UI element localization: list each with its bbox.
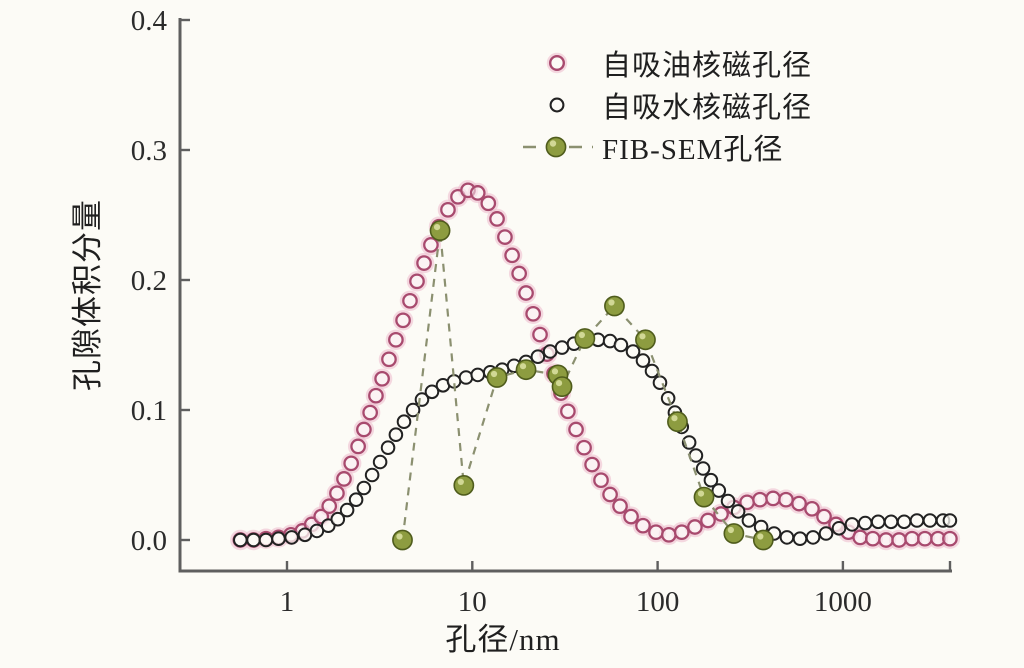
svg-text:0.1: 0.1 [131, 395, 167, 427]
svg-text:1000: 1000 [814, 586, 872, 618]
svg-text:0.0: 0.0 [131, 525, 167, 557]
legend: 自吸油核磁孔径 自吸水核磁孔径 FIB-SEM孔径 [520, 42, 812, 168]
svg-text:100: 100 [636, 586, 680, 618]
svg-text:1: 1 [280, 586, 295, 618]
legend-item-water-nmr: 自吸水核磁孔径 [520, 84, 812, 126]
x-axis-label: 孔径/nm [445, 622, 561, 657]
svg-text:0.2: 0.2 [131, 265, 167, 297]
legend-item-oil-nmr: 自吸油核磁孔径 [520, 42, 812, 84]
legend-item-fib-sem: FIB-SEM孔径 [520, 126, 812, 168]
open-circle-pink-icon [546, 52, 568, 74]
open-circle-black-icon [549, 97, 565, 113]
legend-label-fib-sem: FIB-SEM孔径 [602, 134, 784, 166]
svg-text:0.3: 0.3 [131, 135, 167, 167]
legend-label-oil-nmr: 自吸油核磁孔径 [602, 50, 813, 82]
svg-text:10: 10 [458, 586, 487, 618]
svg-text:0.4: 0.4 [131, 5, 168, 37]
dashed-line-green-dot-icon [523, 136, 593, 158]
y-axis-label: 孔隙体积分量 [70, 199, 105, 391]
legend-label-water-nmr: 自吸水核磁孔径 [602, 92, 813, 124]
